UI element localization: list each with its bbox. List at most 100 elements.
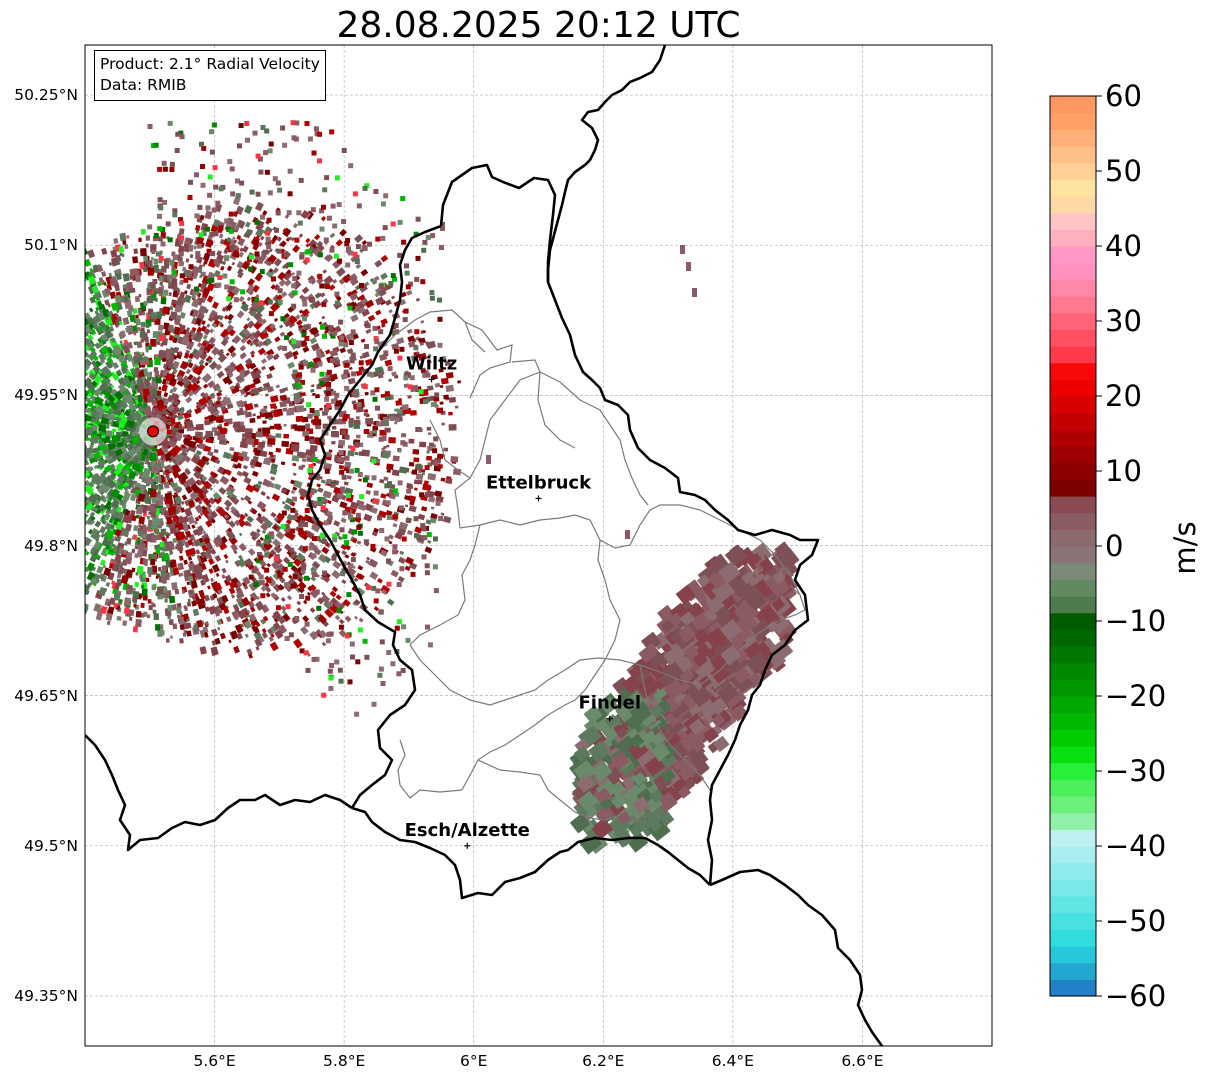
velocity-echo	[273, 283, 281, 291]
velocity-echo	[113, 238, 119, 244]
velocity-echo	[70, 485, 78, 493]
velocity-echo	[27, 459, 34, 465]
velocity-echo	[159, 507, 163, 512]
velocity-echo	[49, 410, 57, 417]
velocity-echo	[85, 550, 90, 556]
velocity-echo	[66, 408, 73, 414]
velocity-echo	[134, 581, 139, 588]
velocity-echo	[43, 295, 50, 302]
velocity-echo	[322, 490, 332, 499]
velocity-echo	[17, 365, 27, 374]
velocity-echo	[29, 411, 37, 418]
velocity-echo	[35, 477, 42, 483]
velocity-echo	[163, 306, 168, 311]
velocity-echo	[53, 509, 58, 514]
velocity-echo	[361, 240, 368, 246]
velocity-echo	[66, 508, 74, 516]
velocity-echo	[77, 307, 81, 311]
velocity-echo	[434, 382, 441, 388]
velocity-echo	[16, 448, 19, 451]
velocity-echo	[111, 580, 116, 585]
velocity-echo	[151, 584, 157, 591]
velocity-echo	[0, 421, 2, 426]
velocity-echo	[340, 602, 346, 608]
velocity-echo	[145, 349, 149, 353]
velocity-echo	[63, 328, 68, 333]
velocity-echo	[62, 594, 68, 601]
velocity-echo	[276, 425, 282, 430]
velocity-echo	[202, 252, 211, 262]
velocity-echo	[445, 384, 454, 393]
velocity-echo	[250, 353, 255, 358]
velocity-echo	[85, 527, 86, 537]
velocity-echo	[76, 483, 83, 489]
velocity-echo	[243, 512, 249, 518]
velocity-echo	[166, 516, 173, 525]
velocity-echo	[102, 520, 108, 525]
velocity-echo	[77, 299, 82, 305]
velocity-echo	[36, 421, 44, 427]
velocity-echo	[53, 594, 59, 600]
velocity-echo	[58, 295, 62, 299]
velocity-echo	[10, 373, 15, 378]
velocity-echo	[72, 405, 80, 412]
velocity-echo	[123, 409, 133, 418]
velocity-echo	[436, 453, 444, 459]
velocity-echo	[0, 469, 4, 475]
velocity-echo	[66, 485, 75, 494]
velocity-echo	[168, 595, 176, 604]
velocity-echo	[202, 530, 207, 535]
velocity-echo	[325, 376, 332, 382]
velocity-echo	[370, 506, 378, 514]
velocity-echo	[281, 291, 288, 298]
velocity-echo	[354, 451, 359, 456]
velocity-echo	[19, 377, 23, 381]
velocity-echo	[178, 228, 185, 235]
velocity-echo	[227, 345, 236, 354]
velocity-echo	[377, 578, 383, 584]
velocity-echo	[273, 483, 282, 491]
velocity-echo	[0, 390, 1, 398]
velocity-echo	[63, 463, 71, 470]
velocity-echo	[63, 573, 68, 578]
velocity-echo	[179, 624, 185, 631]
velocity-echo	[43, 434, 48, 438]
velocity-echo	[85, 402, 89, 410]
velocity-echo	[0, 463, 2, 469]
velocity-echo	[237, 601, 245, 609]
velocity-echo	[316, 277, 324, 285]
velocity-echo	[17, 323, 21, 327]
velocity-echo	[155, 475, 162, 483]
velocity-echo	[190, 455, 200, 465]
velocity-echo	[290, 443, 300, 451]
velocity-echo	[34, 348, 44, 357]
velocity-echo	[155, 575, 159, 579]
velocity-echo	[292, 350, 299, 357]
velocity-echo	[53, 370, 62, 379]
velocity-echo	[262, 420, 267, 424]
velocity-echo	[221, 567, 227, 574]
velocity-echo	[132, 590, 140, 599]
velocity-echo	[66, 345, 74, 353]
velocity-echo	[97, 281, 102, 287]
velocity-echo	[10, 294, 15, 299]
velocity-echo	[100, 533, 105, 538]
velocity-echo	[11, 333, 19, 341]
velocity-echo	[173, 326, 181, 336]
velocity-echo	[13, 486, 23, 495]
velocity-echo	[23, 462, 29, 467]
velocity-echo	[437, 463, 443, 469]
velocity-echo	[106, 540, 112, 546]
velocity-echo	[266, 562, 271, 568]
velocity-echo	[1, 417, 5, 420]
velocity-echo	[0, 349, 1, 355]
velocity-echo	[244, 557, 254, 567]
velocity-echo	[68, 482, 75, 489]
velocity-echo	[144, 496, 152, 505]
velocity-echo	[75, 433, 80, 437]
velocity-echo	[270, 454, 274, 458]
velocity-echo	[85, 258, 92, 267]
velocity-echo	[46, 408, 51, 413]
velocity-echo	[228, 520, 236, 528]
velocity-echo	[61, 568, 65, 572]
